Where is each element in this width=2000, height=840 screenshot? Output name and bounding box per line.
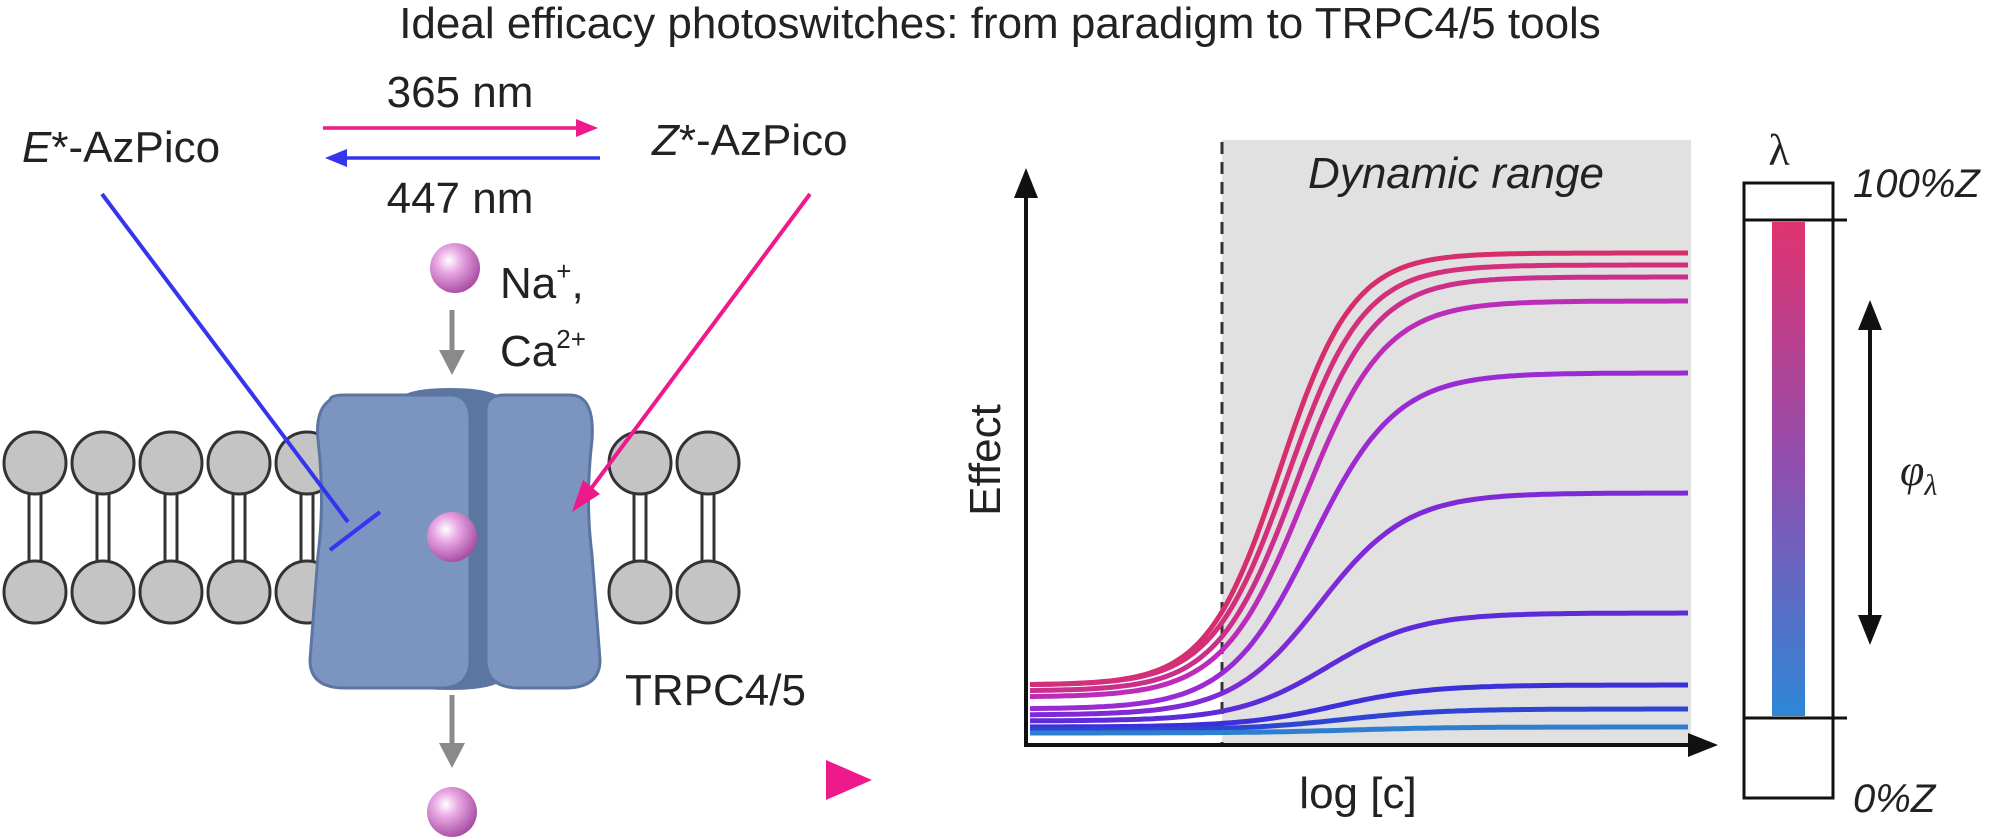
phi-range-arrow bbox=[1858, 300, 1882, 645]
reverse-arrow bbox=[325, 149, 600, 167]
lipid-head bbox=[138, 430, 204, 496]
ion-flow-arrow-top bbox=[439, 310, 465, 375]
lipid-head bbox=[607, 430, 673, 496]
z-isomer-prefix: Z bbox=[651, 116, 681, 165]
figure-title: Ideal efficacy photoswitches: from parad… bbox=[399, 0, 1601, 48]
phi-lambda-label: φλ bbox=[1900, 446, 1937, 502]
e-isomer-inhibition-line bbox=[100, 192, 382, 552]
response-curve-4 bbox=[1030, 298, 1688, 699]
response-curve-9 bbox=[1030, 706, 1688, 733]
dose-response-chart: Dynamic range log [c] Effect bbox=[961, 140, 1718, 818]
z-isomer-label: Z*-AzPico bbox=[651, 116, 848, 165]
channel-label: TRPC4/5 bbox=[625, 666, 806, 715]
response-curve-10 bbox=[1030, 724, 1688, 736]
e-isomer-prefix: E bbox=[22, 123, 52, 172]
ion-flow-arrow-bottom bbox=[439, 695, 465, 768]
e-isomer-label: E*-AzPico bbox=[22, 123, 220, 172]
lipid-head bbox=[675, 430, 741, 496]
channel-right-subunit bbox=[484, 393, 602, 690]
response-curve-6 bbox=[1030, 490, 1689, 718]
e-isomer-suffix: *-AzPico bbox=[51, 123, 220, 172]
lipid-head bbox=[607, 559, 673, 625]
dynamic-range-shade bbox=[1222, 140, 1691, 745]
lipid-head bbox=[70, 430, 136, 496]
response-curves bbox=[1029, 250, 1689, 736]
lipid-head bbox=[138, 559, 204, 625]
ion-bottom bbox=[427, 787, 477, 837]
lambda-symbol: λ bbox=[1768, 126, 1790, 175]
photostationary-scale: λ 100%Z 0%Z φλ bbox=[1742, 126, 1981, 821]
ion-pore bbox=[427, 512, 477, 562]
lipid-head bbox=[2, 559, 68, 625]
lipid-head bbox=[206, 559, 272, 625]
response-curve-3 bbox=[1030, 274, 1688, 693]
dynamic-range-label: Dynamic range bbox=[1308, 149, 1604, 198]
scale-bottom-label: 0%Z bbox=[1853, 777, 1937, 821]
response-curve-5 bbox=[1029, 370, 1688, 712]
current-gradient-arrow bbox=[489, 760, 872, 800]
lipid-head bbox=[70, 559, 136, 625]
reverse-wavelength-label: 447 nm bbox=[387, 174, 534, 223]
scale-gradient-bar bbox=[1772, 222, 1805, 716]
response-curve-7 bbox=[1030, 610, 1688, 724]
lipid-head bbox=[675, 559, 741, 625]
lipid-head bbox=[2, 430, 68, 496]
z-isomer-activation-arrow bbox=[572, 192, 812, 512]
x-axis-label: log [c] bbox=[1299, 769, 1416, 818]
response-curve-2 bbox=[1030, 262, 1688, 687]
forward-arrow bbox=[323, 119, 598, 137]
ion-label-ca: Ca2+ bbox=[500, 324, 586, 376]
y-axis-label: Effect bbox=[961, 404, 1010, 516]
left-panel: E*-AzPico Z*-AzPico 365 nm 447 nm bbox=[2, 68, 872, 837]
channel-left-subunit bbox=[308, 393, 472, 690]
forward-wavelength-label: 365 nm bbox=[387, 68, 534, 117]
lipid-bilayer bbox=[2, 430, 741, 625]
response-curve-8 bbox=[1030, 682, 1688, 730]
lipid-head bbox=[206, 430, 272, 496]
ion-top bbox=[430, 243, 480, 293]
x-axis bbox=[1024, 733, 1718, 757]
scale-top-label: 100%Z bbox=[1853, 162, 1981, 206]
y-axis bbox=[1014, 168, 1038, 745]
z-isomer-suffix: *-AzPico bbox=[679, 116, 848, 165]
ion-label-na: Na+, bbox=[500, 256, 584, 308]
